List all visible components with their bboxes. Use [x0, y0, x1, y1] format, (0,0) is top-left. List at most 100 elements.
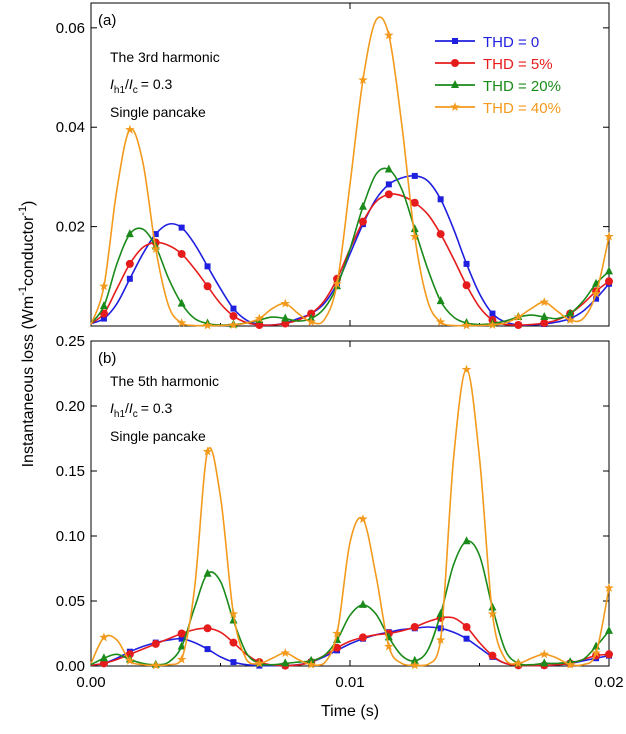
data-point — [539, 649, 550, 659]
legend-marker-0 — [452, 38, 458, 44]
series-markers-0 — [100, 625, 612, 669]
data-point — [385, 181, 392, 188]
data-point — [125, 259, 134, 268]
data-point — [125, 124, 135, 134]
data-point — [358, 633, 367, 642]
legend-marker-3 — [450, 102, 460, 112]
data-point — [435, 317, 446, 327]
data-point — [280, 648, 291, 658]
data-point — [254, 313, 265, 323]
data-point — [228, 609, 239, 619]
data-point — [150, 243, 161, 254]
data-point — [358, 75, 368, 85]
data-point — [410, 224, 419, 233]
data-point — [203, 282, 212, 291]
series-markers-3 — [99, 364, 614, 670]
y-tick-label: 0.00 — [56, 658, 85, 675]
panel-b-annotation-title: The 5th harmonic — [110, 373, 219, 389]
data-point — [604, 583, 614, 593]
data-point — [281, 658, 290, 667]
panel-b-annotation-config: Single pancake — [110, 428, 206, 444]
data-point — [126, 275, 133, 282]
legend-label-3: THD = 40% — [483, 100, 561, 117]
data-point — [384, 30, 394, 40]
legend-marker-2 — [451, 80, 459, 88]
data-point — [358, 599, 367, 608]
data-point — [410, 623, 419, 631]
panel-b-annotation-ratio: Ih1/Ic = 0.3 — [110, 400, 173, 420]
data-point — [384, 641, 394, 651]
data-point — [203, 568, 212, 577]
panel-a-series — [90, 16, 614, 330]
data-point — [540, 319, 549, 328]
data-point — [125, 229, 134, 238]
data-point — [332, 628, 342, 638]
y-tick-label: 0.25 — [56, 333, 85, 350]
data-point — [229, 638, 238, 647]
data-point — [436, 296, 445, 305]
legend-label-0: THD = 0 — [483, 34, 539, 51]
data-point — [204, 263, 211, 270]
data-point — [358, 217, 367, 226]
data-point — [176, 318, 187, 328]
data-point — [513, 658, 524, 668]
data-point — [203, 624, 212, 633]
data-point — [99, 301, 108, 310]
panel-b-frame — [90, 340, 610, 667]
series-line-2 — [90, 167, 610, 326]
data-point — [409, 231, 420, 241]
data-point — [605, 625, 613, 634]
data-point — [410, 198, 419, 207]
series-line-2 — [90, 540, 610, 666]
data-point — [177, 298, 186, 307]
data-point — [332, 278, 342, 288]
data-point — [437, 196, 444, 203]
data-point — [461, 364, 472, 374]
data-point — [384, 164, 393, 173]
panel-a-ticks: 0.02 0.04 0.06 — [56, 3, 610, 326]
data-point — [462, 536, 471, 545]
data-point — [436, 230, 445, 239]
data-point — [384, 190, 393, 199]
series-line-0 — [90, 626, 610, 667]
y-tick-label: 0.20 — [56, 398, 85, 415]
data-point — [540, 658, 549, 667]
data-point — [306, 659, 316, 669]
legend-marker-1 — [451, 59, 459, 67]
series-markers-3 — [99, 30, 614, 330]
data-point — [178, 635, 185, 642]
data-point — [177, 629, 186, 638]
series-markers-1 — [99, 190, 613, 330]
panel-b-label: (b) — [98, 350, 116, 367]
data-point — [177, 249, 186, 258]
data-point — [514, 321, 523, 330]
data-point — [176, 654, 187, 664]
y-axis-label: Instantaneous loss (Wm-1conductor-1) — [17, 201, 37, 468]
data-point — [228, 320, 239, 330]
data-point — [152, 231, 159, 238]
data-point — [462, 623, 471, 631]
panel-a: 0.02 0.04 0.06 (a) The 3rd harmonic Ih1/Ic… — [56, 2, 614, 330]
data-point — [565, 315, 575, 325]
panel-b-series — [90, 364, 614, 670]
legend-label-2: THD = 20% — [483, 78, 561, 95]
data-point — [605, 650, 613, 659]
data-point — [125, 650, 134, 659]
data-point — [409, 660, 420, 670]
data-point — [358, 514, 368, 524]
data-point — [463, 635, 470, 642]
data-point — [489, 310, 496, 317]
data-point — [99, 653, 108, 662]
panel-b-ticks: 0.00 0.05 0.10 0.15 0.20 0.25 0.00 0.01 0.02 — [56, 333, 624, 691]
data-point — [411, 172, 418, 179]
data-point — [591, 288, 601, 298]
data-point — [99, 632, 109, 642]
data-point — [150, 660, 161, 670]
data-point — [487, 320, 498, 330]
data-point — [333, 643, 342, 652]
legend-label-1: THD = 5% — [483, 56, 553, 73]
data-point — [435, 635, 446, 645]
data-point — [462, 281, 471, 290]
data-point — [280, 298, 291, 308]
data-point — [463, 260, 470, 267]
